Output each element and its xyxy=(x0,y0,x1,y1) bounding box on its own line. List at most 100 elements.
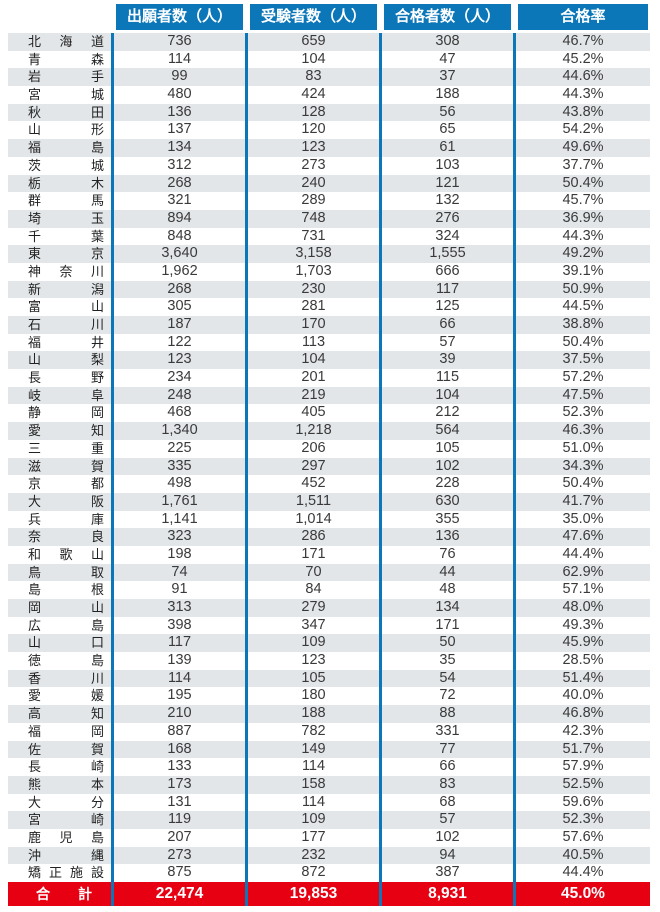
pass-rate-value: 46.8% xyxy=(516,705,650,723)
examinees-value: 105 xyxy=(248,669,379,688)
prefecture-name: 島根 xyxy=(28,582,104,598)
column-separator xyxy=(111,828,114,847)
pass-rate-value: 45.9% xyxy=(516,634,650,653)
column-separator xyxy=(513,351,516,370)
column-separator xyxy=(379,280,382,299)
column-separator xyxy=(513,316,516,334)
prefecture-name: 滋賀 xyxy=(28,458,104,474)
column-separator xyxy=(245,174,248,193)
examinees-value: 240 xyxy=(248,174,379,193)
total-label-cell: 合計 xyxy=(8,882,111,906)
applicants-value: 131 xyxy=(114,793,245,812)
table-row: 千葉 848 731 324 44.3% xyxy=(8,227,650,246)
column-separator xyxy=(513,793,516,812)
column-separator xyxy=(513,828,516,847)
column-separator xyxy=(513,811,516,829)
table-row: 福島 134 123 61 49.6% xyxy=(8,139,650,157)
examinees-value: 70 xyxy=(248,563,379,582)
column-separator xyxy=(379,298,382,316)
column-separator xyxy=(379,775,382,794)
column-separator xyxy=(111,439,114,458)
prefecture-name-cell: 兵庫 xyxy=(8,510,111,529)
table-row: 岡山 313 279 134 48.0% xyxy=(8,599,650,617)
column-separator xyxy=(513,439,516,458)
passers-value: 44 xyxy=(382,563,513,582)
passers-value: 77 xyxy=(382,740,513,759)
column-separator xyxy=(111,121,114,140)
prefecture-name-cell: 埼玉 xyxy=(8,209,111,228)
column-separator xyxy=(111,740,114,759)
pass-rate-value: 34.3% xyxy=(516,457,650,476)
column-separator xyxy=(379,333,382,352)
prefecture-name: 佐賀 xyxy=(28,741,104,757)
prefecture-name: 香川 xyxy=(28,670,104,686)
column-separator xyxy=(513,599,516,617)
prefecture-name-cell: 三重 xyxy=(8,439,111,458)
column-separator xyxy=(513,616,516,635)
table-row: 茨城 312 273 103 37.7% xyxy=(8,156,650,175)
applicants-value: 335 xyxy=(114,457,245,476)
column-separator xyxy=(379,386,382,405)
examinees-value: 109 xyxy=(248,811,379,829)
prefecture-name: 富山 xyxy=(28,299,104,315)
passers-value: 57 xyxy=(382,333,513,352)
examinees-value: 286 xyxy=(248,528,379,546)
applicants-value: 1,962 xyxy=(114,262,245,281)
passers-value: 132 xyxy=(382,192,513,210)
column-separator xyxy=(245,404,248,423)
column-separator xyxy=(111,139,114,157)
column-separator xyxy=(111,280,114,299)
pass-rate-value: 49.2% xyxy=(516,245,650,263)
examinees-value: 170 xyxy=(248,316,379,334)
applicants-value: 736 xyxy=(114,33,245,51)
column-separator xyxy=(111,775,114,794)
pass-rate-value: 38.8% xyxy=(516,316,650,334)
column-separator xyxy=(111,351,114,370)
prefecture-name: 福井 xyxy=(28,334,104,350)
applicants-value: 323 xyxy=(114,528,245,546)
table-row: 静岡 468 405 212 52.3% xyxy=(8,404,650,423)
prefecture-name: 栃木 xyxy=(28,175,104,191)
examinees-value: 114 xyxy=(248,758,379,776)
prefecture-name: 東京 xyxy=(28,246,104,262)
pass-rate-value: 35.0% xyxy=(516,510,650,529)
pass-rate-value: 57.6% xyxy=(516,828,650,847)
column-separator xyxy=(379,510,382,529)
table-row: 和歌山 198 171 76 44.4% xyxy=(8,545,650,564)
column-separator xyxy=(379,563,382,582)
column-separator xyxy=(245,563,248,582)
column-separator xyxy=(379,634,382,653)
table-row: 鹿児島 207 177 102 57.6% xyxy=(8,828,650,847)
applicants-value: 234 xyxy=(114,369,245,387)
examinees-value: 219 xyxy=(248,386,379,405)
column-separator xyxy=(379,262,382,281)
prefecture-name: 徳島 xyxy=(28,653,104,669)
pass-rate-value: 57.1% xyxy=(516,581,650,599)
column-separator xyxy=(111,705,114,723)
column-separator xyxy=(245,316,248,334)
pass-rate-value: 51.0% xyxy=(516,439,650,458)
column-separator xyxy=(245,262,248,281)
table-row: 沖縄 273 232 94 40.5% xyxy=(8,846,650,865)
passers-value: 355 xyxy=(382,510,513,529)
table-row: 宮城 480 424 188 44.3% xyxy=(8,86,650,104)
applicants-value: 133 xyxy=(114,758,245,776)
column-separator xyxy=(245,439,248,458)
applicants-value: 136 xyxy=(114,103,245,122)
column-separator xyxy=(379,492,382,511)
prefecture-name-cell: 佐賀 xyxy=(8,740,111,759)
column-separator xyxy=(245,758,248,776)
passers-value: 48 xyxy=(382,581,513,599)
prefecture-name-cell: 愛知 xyxy=(8,422,111,440)
applicants-value: 137 xyxy=(114,121,245,140)
column-separator xyxy=(111,156,114,175)
column-separator xyxy=(513,50,516,69)
prefecture-name: 愛知 xyxy=(28,423,104,439)
prefecture-name: 岐阜 xyxy=(28,387,104,403)
pass-rate-value: 36.9% xyxy=(516,209,650,228)
column-separator xyxy=(245,793,248,812)
column-separator xyxy=(513,227,516,246)
examinees-value: 206 xyxy=(248,439,379,458)
column-separator xyxy=(111,316,114,334)
prefecture-name-cell: 新潟 xyxy=(8,280,111,299)
